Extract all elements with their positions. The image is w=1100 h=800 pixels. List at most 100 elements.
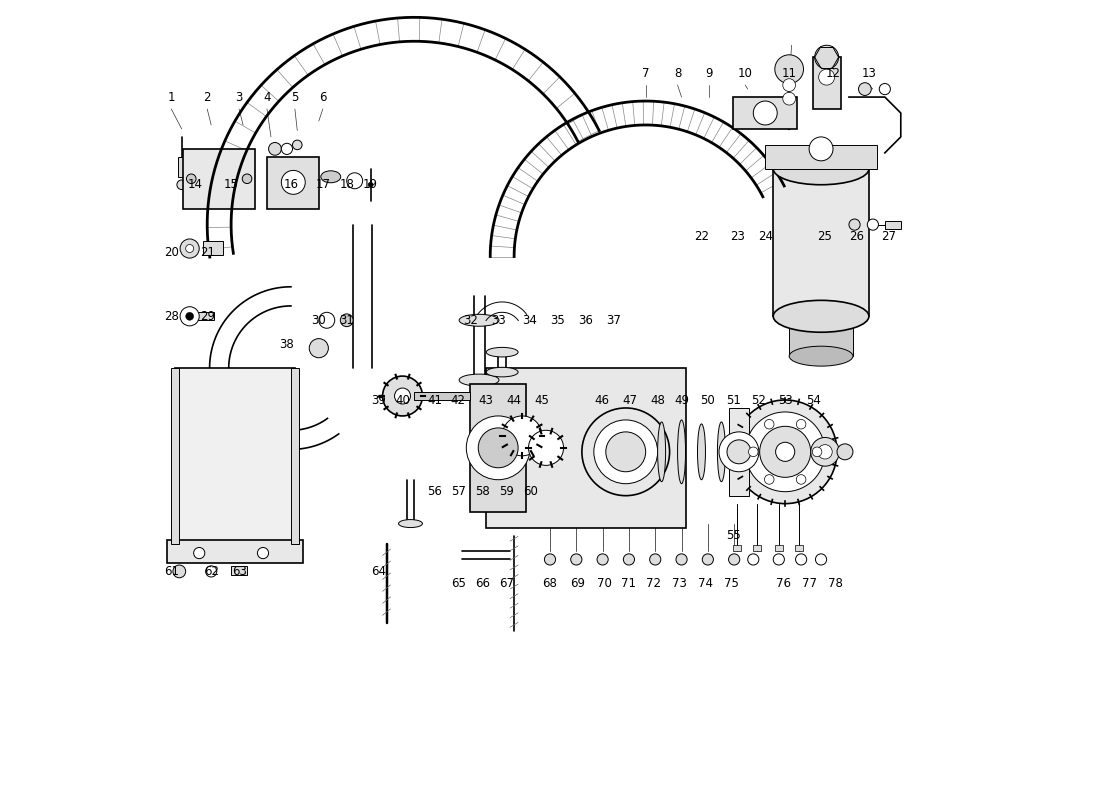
Text: 54: 54 [805, 394, 821, 406]
Bar [267, 157, 319, 209]
Bar [175, 368, 295, 543]
Circle shape [815, 554, 826, 565]
Text: 76: 76 [777, 577, 791, 590]
Circle shape [177, 180, 187, 190]
Text: 18: 18 [339, 178, 354, 191]
Text: 49: 49 [674, 394, 689, 406]
Bar [204, 241, 223, 255]
Text: 74: 74 [698, 577, 713, 590]
Circle shape [319, 312, 334, 328]
Text: 7: 7 [642, 66, 649, 80]
Text: 8: 8 [674, 66, 681, 80]
Text: 27: 27 [881, 230, 896, 243]
Circle shape [257, 547, 268, 558]
Circle shape [650, 554, 661, 565]
Circle shape [571, 554, 582, 565]
Bar [184, 149, 255, 209]
Bar [194, 312, 213, 320]
Text: 3: 3 [235, 90, 243, 103]
Circle shape [783, 78, 795, 91]
Text: 12: 12 [825, 66, 840, 80]
Circle shape [748, 554, 759, 565]
Text: 5: 5 [292, 90, 298, 103]
Circle shape [187, 174, 196, 183]
Text: 40: 40 [395, 394, 410, 406]
Text: 48: 48 [650, 394, 666, 406]
Text: 31: 31 [339, 314, 354, 326]
Ellipse shape [486, 367, 518, 377]
Text: 19: 19 [363, 178, 378, 191]
Circle shape [719, 432, 759, 472]
Circle shape [383, 376, 422, 416]
Text: 16: 16 [284, 178, 298, 191]
Text: 13: 13 [861, 66, 877, 80]
Circle shape [395, 388, 410, 404]
Bar [167, 539, 302, 563]
Circle shape [773, 554, 784, 565]
Text: 55: 55 [726, 529, 740, 542]
Text: 43: 43 [478, 394, 494, 406]
Text: 66: 66 [475, 577, 490, 590]
Ellipse shape [459, 374, 499, 386]
Bar [789, 312, 852, 356]
Bar [415, 392, 471, 400]
Circle shape [727, 440, 751, 464]
Text: 17: 17 [316, 178, 330, 191]
Text: 36: 36 [579, 314, 593, 326]
Text: 57: 57 [451, 485, 465, 498]
Circle shape [728, 554, 739, 565]
Ellipse shape [697, 424, 705, 480]
Circle shape [812, 447, 822, 457]
Text: 26: 26 [849, 230, 865, 243]
Text: 72: 72 [646, 577, 661, 590]
Circle shape [795, 554, 806, 565]
Text: 28: 28 [164, 310, 179, 322]
Circle shape [186, 312, 194, 320]
Circle shape [206, 566, 217, 577]
Text: 9: 9 [706, 66, 713, 80]
Circle shape [776, 442, 794, 462]
Circle shape [346, 173, 363, 189]
Bar [471, 384, 526, 512]
Bar [231, 566, 248, 575]
Text: 77: 77 [802, 577, 816, 590]
Text: 29: 29 [200, 310, 214, 322]
Text: 45: 45 [535, 394, 550, 406]
Circle shape [837, 444, 852, 460]
Circle shape [478, 428, 518, 468]
Text: 56: 56 [427, 485, 442, 498]
Text: 73: 73 [672, 577, 686, 590]
Text: 75: 75 [724, 577, 738, 590]
Circle shape [754, 101, 778, 125]
Circle shape [818, 69, 835, 85]
Circle shape [194, 547, 205, 558]
Circle shape [503, 416, 542, 456]
Bar [734, 545, 741, 551]
Bar [773, 169, 869, 316]
Text: 46: 46 [594, 394, 609, 406]
Ellipse shape [717, 422, 725, 482]
Text: 30: 30 [311, 314, 327, 326]
Text: 24: 24 [758, 230, 772, 243]
Text: 2: 2 [204, 90, 211, 103]
Circle shape [796, 419, 806, 429]
Ellipse shape [459, 314, 499, 326]
Text: 34: 34 [522, 314, 538, 326]
Circle shape [783, 92, 795, 105]
Circle shape [858, 82, 871, 95]
Circle shape [268, 142, 282, 155]
Text: 64: 64 [371, 565, 386, 578]
Text: 47: 47 [623, 394, 637, 406]
Text: 21: 21 [200, 246, 214, 259]
Circle shape [340, 314, 353, 326]
Text: 4: 4 [263, 90, 271, 103]
Circle shape [624, 554, 635, 565]
Text: 10: 10 [738, 66, 752, 80]
Text: 6: 6 [319, 90, 327, 103]
Ellipse shape [321, 170, 341, 182]
Circle shape [186, 245, 194, 253]
Text: 78: 78 [828, 577, 843, 590]
Circle shape [810, 137, 833, 161]
Text: 37: 37 [606, 314, 621, 326]
Text: 65: 65 [451, 577, 465, 590]
